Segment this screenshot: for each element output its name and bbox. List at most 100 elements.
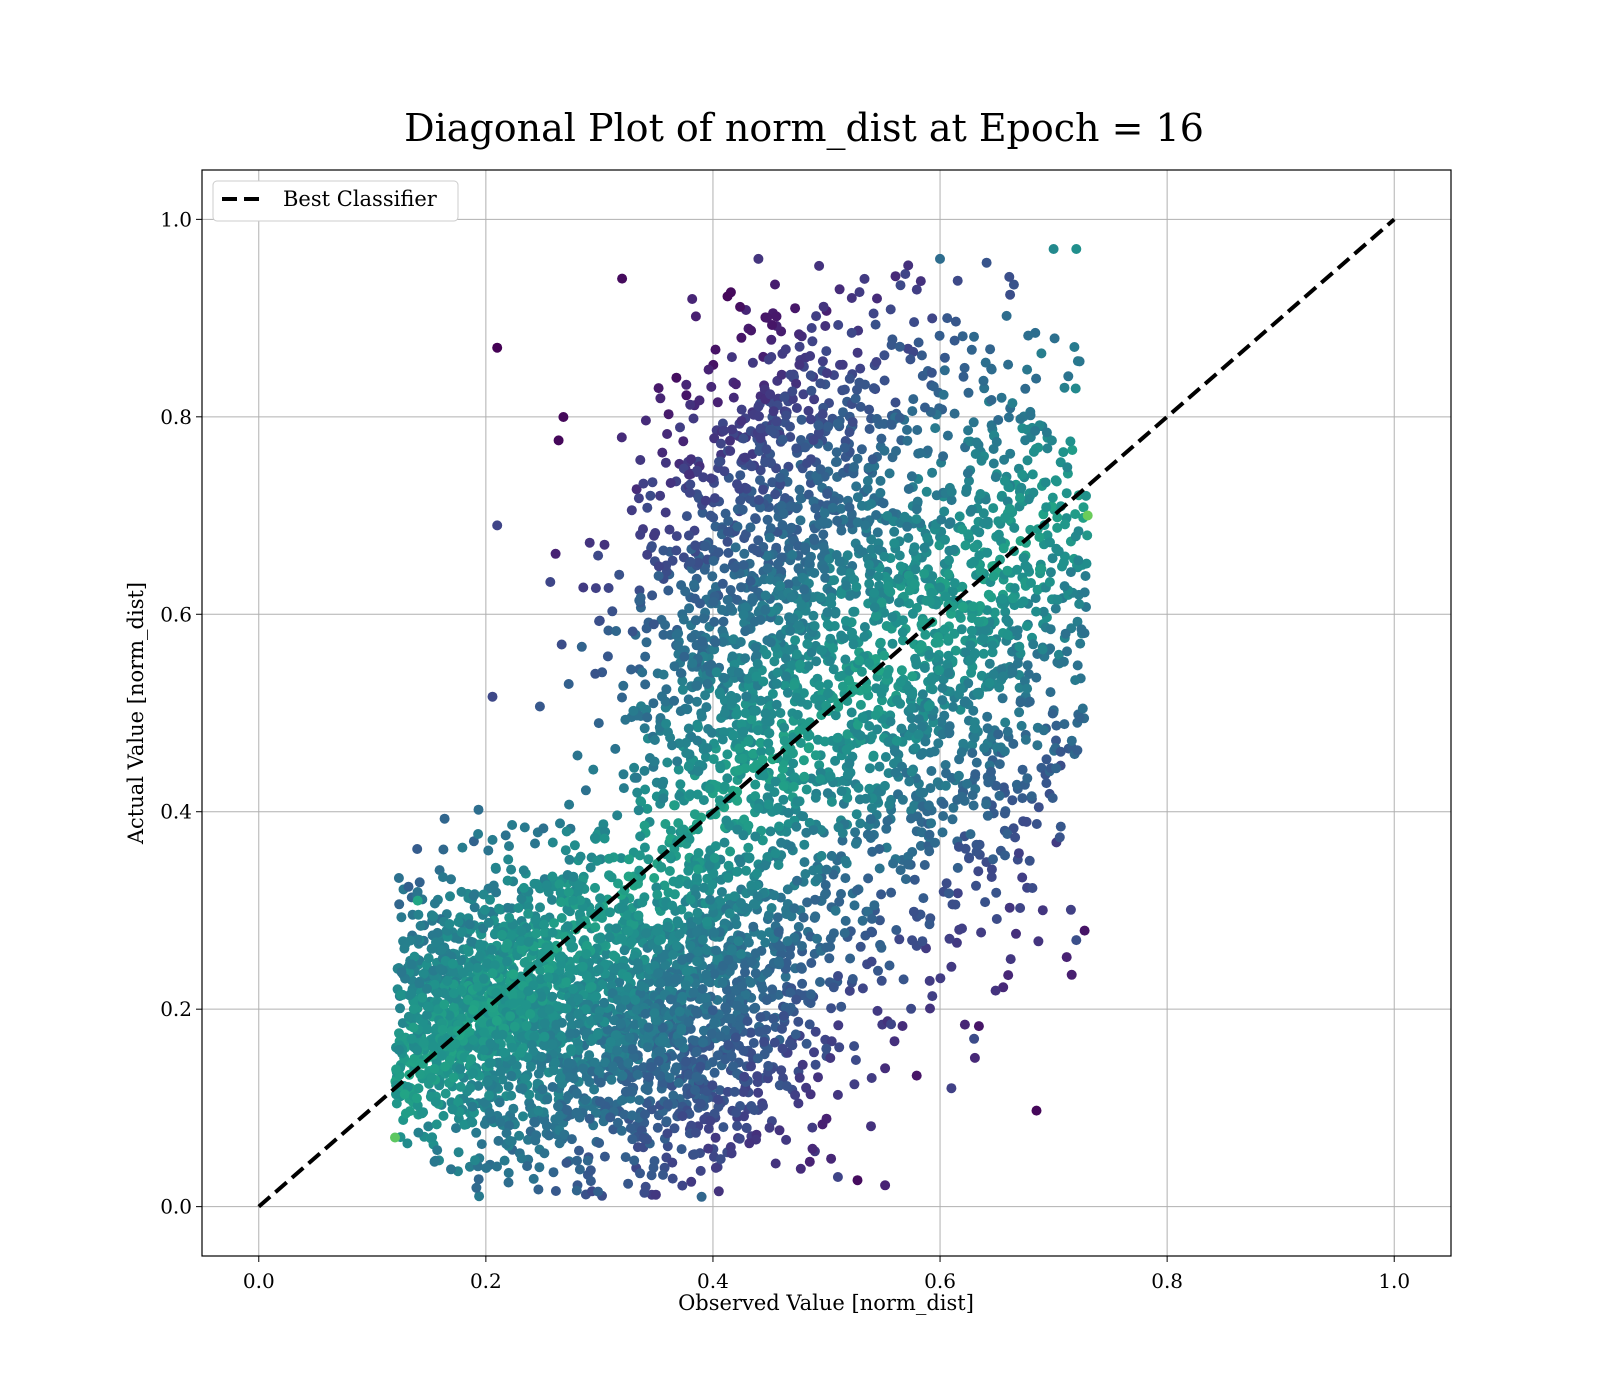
scatter-point [713,1186,724,1197]
scatter-point [811,656,822,667]
scatter-point [926,367,937,378]
scatter-point [758,484,769,495]
scatter-point [910,564,921,575]
scatter-point [403,1011,414,1022]
scatter-point [832,1089,843,1100]
scatter-point [752,891,763,902]
scatter-point [1037,905,1048,916]
scatter-point [1020,734,1031,745]
scatter-point [709,616,720,627]
scatter-point [611,923,622,934]
scatter-point [895,280,906,291]
scatter-point [548,1167,559,1178]
scatter-point [862,475,873,486]
scatter-point [478,973,489,984]
scatter-point [911,504,922,515]
scatter-point [703,724,714,734]
scatter-point [1030,593,1041,604]
scatter-point [464,919,475,930]
scatter-point [896,665,907,676]
scatter-point [803,405,814,416]
scatter-point [830,755,841,766]
scatter-point [678,436,689,447]
scatter-point [675,422,685,433]
scatter-point [518,1111,528,1122]
scatter-point [580,785,591,796]
scatter-point [672,916,683,927]
scatter-point [1055,821,1066,832]
scatter-point [697,507,708,518]
scatter-point [668,1090,679,1101]
scatter-point [516,1032,527,1042]
scatter-point [939,352,950,363]
scatter-point [1065,567,1076,578]
scatter-point [681,1056,692,1067]
scatter-point [887,612,898,622]
scatter-point [757,754,768,765]
scatter-point [906,703,917,713]
scatter-point [934,665,944,676]
scatter-point [604,923,615,934]
scatter-point [826,850,837,861]
scatter-point [1033,936,1044,947]
scatter-point [753,401,764,412]
scatter-point [1049,333,1060,344]
scatter-point [438,844,449,855]
scatter-point [748,1038,759,1048]
scatter-point [664,866,675,876]
scatter-point [894,597,904,608]
scatter-point [802,639,813,649]
scatter-point [766,426,777,437]
scatter-point [970,449,981,459]
scatter-point [1053,649,1064,660]
scatter-point [909,317,920,328]
scatter-point [957,524,968,535]
scatter-point [445,891,455,902]
scatter-point [882,668,893,679]
scatter-point [886,887,897,898]
scatter-point [671,531,682,542]
scatter-point [595,1096,606,1107]
scatter-point [818,516,829,527]
scatter-point [794,329,804,340]
scatter-point [1002,629,1013,640]
scatter-point [698,1025,709,1036]
scatter-point [734,765,744,776]
scatter-point [690,1085,701,1095]
scatter-point [518,865,529,876]
scatter-point [560,845,571,856]
scatter-point [788,781,799,792]
scatter-point [649,735,660,745]
scatter-point [924,919,935,930]
scatter-point [468,1035,479,1045]
scatter-point [779,680,790,691]
scatter-point [727,424,737,435]
scatter-point [466,936,477,947]
scatter-point [960,540,971,551]
scatter-point [1026,578,1036,588]
scatter-point [615,1018,626,1029]
scatter-point [806,323,817,333]
scatter-point [957,331,968,342]
scatter-point [846,327,857,338]
scatter-point [413,1127,424,1138]
scatter-point [798,389,809,400]
scatter-point [868,383,879,394]
scatter-point [539,1115,550,1126]
scatter-point [775,941,786,952]
scatter-point [983,589,994,600]
scatter-point [894,934,905,945]
scatter-point [913,337,924,348]
scatter-point [943,633,954,644]
scatter-point [796,435,806,445]
scatter-point [1023,494,1034,505]
scatter-point [1041,502,1052,513]
scatter-point [701,992,711,1003]
scatter-point [796,962,806,973]
scatter-point [1066,735,1077,746]
scatter-point [1002,726,1013,737]
scatter-point [783,579,794,590]
scatter-point [794,341,805,352]
scatter-point [675,668,686,678]
scatter-point [693,722,703,733]
